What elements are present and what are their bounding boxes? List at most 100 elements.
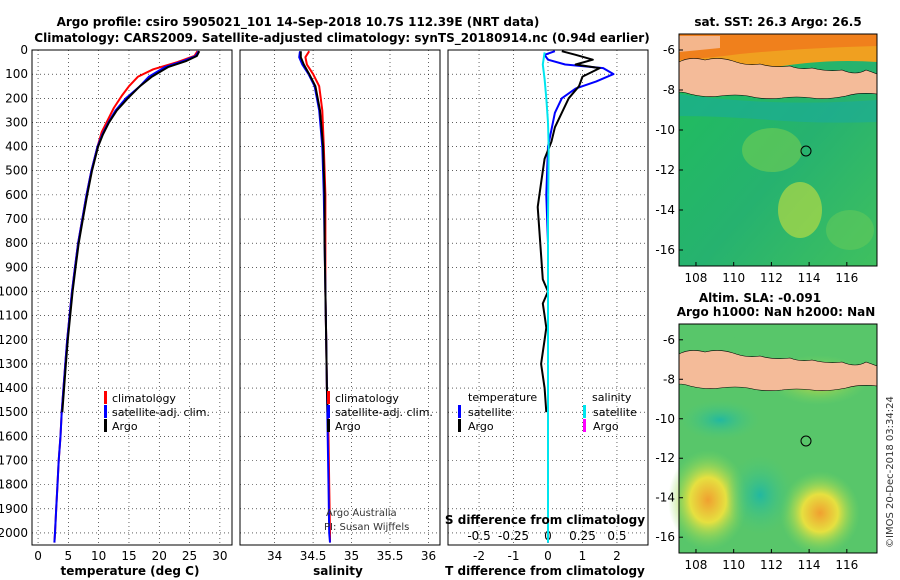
- lat-tick-label: -6: [663, 333, 675, 347]
- lat-tick-label: -12: [655, 451, 675, 465]
- figure-title: Argo profile: csiro 5905021_101 14-Sep-2…: [57, 15, 540, 30]
- depth-tick-label: 400: [5, 140, 28, 154]
- x-tick-label: 0: [34, 549, 42, 563]
- lat-tick-label: -8: [663, 83, 675, 97]
- legend-label-temp-argo: Argo: [468, 420, 494, 433]
- series-line-temperature-argo: [536, 50, 601, 413]
- x-tick-label: 34: [267, 549, 282, 563]
- sla-map-land-patch: [679, 324, 760, 342]
- x-tick-label: 15: [121, 549, 136, 563]
- x-tick-label: 34.5: [300, 549, 327, 563]
- depth-tick-label: 1500: [0, 405, 28, 419]
- lat-tick-label: -10: [655, 123, 675, 137]
- legend-head-salinity: salinity: [592, 391, 632, 404]
- series-line-argo: [299, 51, 329, 413]
- depth-tick-label: 1900: [0, 502, 28, 516]
- lat-tick-label: -16: [655, 243, 675, 257]
- sst-map-title: sat. SST: 26.3 Argo: 26.5: [694, 15, 861, 29]
- lon-tick-label: 114: [798, 558, 821, 572]
- depth-tick-label: 0: [20, 43, 28, 57]
- top-x-tick-label: -0.25: [498, 529, 529, 543]
- depth-tick-label: 100: [5, 67, 28, 81]
- sla-map-frame: [678, 323, 878, 554]
- x-tick-label: 5: [65, 549, 73, 563]
- difference-xlabel-top: S difference from climatology: [445, 513, 645, 527]
- depth-tick-label: 1000: [0, 284, 28, 298]
- temperature-xlabel: temperature (deg C): [61, 564, 200, 578]
- legend-swatch-climatology: [327, 391, 330, 404]
- legend-label-satellite: satellite-adj. clim.: [112, 406, 210, 419]
- depth-tick-label: 1800: [0, 478, 28, 492]
- sst-map-warm-spot: [826, 210, 874, 250]
- sla-map-low: [726, 455, 794, 535]
- top-x-tick-label: 0.25: [569, 529, 596, 543]
- legend-label-climatology: climatology: [112, 392, 176, 405]
- lon-tick-label: 108: [685, 271, 708, 285]
- lon-tick-label: 110: [722, 558, 745, 572]
- legend-swatch-satellite: [327, 405, 330, 418]
- salinity-xlabel: salinity: [313, 564, 363, 578]
- salinity-panel: [239, 49, 441, 546]
- depth-tick-label: 800: [5, 236, 28, 250]
- x-tick-label: 36: [421, 549, 436, 563]
- legend-label-temp-satellite: satellite: [468, 406, 512, 419]
- lon-tick-label: 114: [798, 271, 821, 285]
- depth-tick-label: 200: [5, 91, 28, 105]
- legend-swatch-temp-argo: [458, 419, 461, 432]
- sst-map-frame: [678, 33, 878, 267]
- legend-swatch-satellite: [104, 405, 107, 418]
- lat-tick-label: -10: [655, 412, 675, 426]
- legend-swatch-argo: [327, 419, 330, 432]
- x-tick-label: 25: [182, 549, 197, 563]
- depth-tick-label: 500: [5, 164, 28, 178]
- figure-subtitle: Climatology: CARS2009. Satellite-adjuste…: [34, 31, 649, 46]
- argo-float-marker: [800, 435, 812, 447]
- legend-head-temperature: temperature: [468, 391, 537, 404]
- lon-tick-label: 112: [760, 271, 783, 285]
- depth-tick-label: 1400: [0, 381, 28, 395]
- lon-tick-label: 116: [835, 271, 858, 285]
- x-tick-label: 10: [91, 549, 106, 563]
- x-tick-label: -2: [473, 549, 485, 563]
- top-x-tick-label: -0.5: [467, 529, 490, 543]
- top-x-tick-label: 0.5: [607, 529, 626, 543]
- temperature-legend: climatology satellite-adj. clim. Argo: [104, 391, 210, 433]
- depth-tick-label: 1100: [0, 309, 28, 323]
- x-tick-label: -1: [508, 549, 520, 563]
- x-tick-label: 0: [544, 549, 552, 563]
- sla-map-high: [780, 471, 860, 555]
- x-tick-label: 1: [579, 549, 587, 563]
- depth-tick-label: 2000: [0, 526, 28, 540]
- attribution-line2: PI: Susan Wijffels: [324, 522, 409, 533]
- lon-tick-label: 110: [722, 271, 745, 285]
- legend-swatch-climatology: [104, 391, 107, 404]
- lon-tick-label: 112: [760, 558, 783, 572]
- x-tick-label: 20: [152, 549, 167, 563]
- legend-label-argo: Argo: [112, 420, 138, 433]
- lat-tick-label: -12: [655, 163, 675, 177]
- depth-tick-label: 1700: [0, 453, 28, 467]
- depth-tick-label: 900: [5, 260, 28, 274]
- depth-tick-label: 700: [5, 212, 28, 226]
- salinity-legend: climatology satellite-adj. clim. Argo: [327, 391, 433, 433]
- legend-label-satellite: satellite-adj. clim.: [335, 406, 433, 419]
- x-tick-label: 35: [344, 549, 359, 563]
- series-line-argo: [61, 50, 201, 413]
- legend-swatch-temp-satellite: [458, 405, 461, 418]
- attribution-line1: Argo Australia: [326, 508, 397, 519]
- lat-tick-label: -6: [663, 43, 675, 57]
- imos-credit: ©IMOS 20-Dec-2018 03:34:24: [885, 396, 896, 548]
- sla-map-title-2: Argo h1000: NaN h2000: NaN: [677, 305, 876, 319]
- x-tick-label: 30: [212, 549, 227, 563]
- depth-tick-label: 1600: [0, 429, 28, 443]
- sst-map-land: [678, 58, 878, 99]
- sst-map-warm-spot: [742, 128, 802, 172]
- depth-tick-label: 1200: [0, 333, 28, 347]
- lat-tick-label: -16: [655, 530, 675, 544]
- sst-map-land-patch: [679, 36, 720, 52]
- difference-legend-temperature: temperature satellite Argo: [458, 391, 537, 433]
- sla-map-title-1: Altim. SLA: -0.091: [699, 291, 821, 305]
- legend-label-sal-argo: Argo: [593, 420, 619, 433]
- legend-swatch-sal-satellite: [583, 405, 586, 418]
